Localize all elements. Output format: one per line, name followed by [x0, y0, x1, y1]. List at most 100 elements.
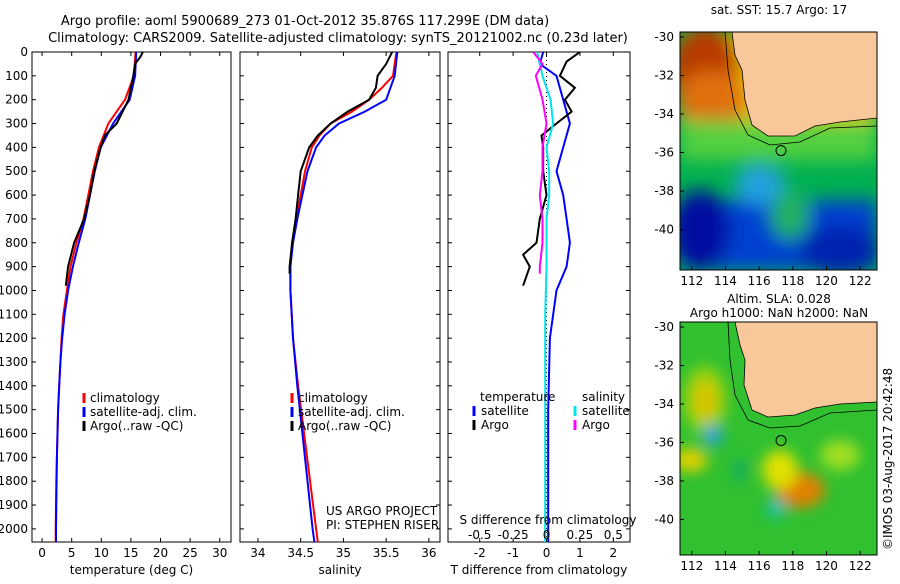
y-tick-label: 1300	[0, 355, 28, 369]
map-lat-label: -38	[654, 184, 674, 198]
x-tick-label: -2	[474, 546, 486, 560]
map-lat-label: -30	[654, 320, 674, 334]
project-annotation: PI: STEPHEN RISER	[326, 518, 439, 532]
title-line-2: Climatology: CARS2009. Satellite-adjuste…	[48, 31, 628, 46]
land-mass	[731, 32, 877, 137]
series-line-salinity-argo	[532, 52, 548, 274]
sla-map-title-1: Altim. SLA: 0.028	[727, 292, 831, 306]
s-tick-label: 0.5	[604, 528, 623, 542]
legend-header-temperature: temperature	[480, 390, 555, 404]
map-lon-label: 116	[748, 274, 771, 288]
y-tick-label: 0	[20, 45, 28, 59]
series-line-temperature-argo	[521, 52, 581, 287]
title-line-1: Argo profile: aoml 5900689_273 01-Oct-20…	[61, 14, 549, 29]
plot-frame	[239, 51, 441, 543]
x-tick-label: 34	[250, 546, 265, 560]
map-lon-label: 122	[849, 559, 872, 573]
map-lat-label: -36	[654, 435, 674, 449]
y-tick-label: 1800	[0, 474, 28, 488]
y-tick-label: 400	[5, 140, 28, 154]
series-group	[288, 52, 399, 542]
isobath	[727, 322, 877, 429]
x-axis-label: temperature (deg C)	[70, 563, 193, 577]
map-lat-label: -32	[654, 69, 674, 83]
map-lon-label: 118	[781, 559, 804, 573]
y-tick-label: 300	[5, 117, 28, 131]
y-tick-label: 1500	[0, 403, 28, 417]
map-lat-label: -30	[654, 30, 674, 44]
legend-entry: satellite-adj. clim.	[298, 405, 405, 419]
x-tick-label: 5	[68, 546, 76, 560]
s-tick-label: -0.25	[498, 528, 529, 542]
map-lat-label: -36	[654, 146, 674, 160]
series-line-argo-raw-qc-	[288, 52, 393, 274]
series-line-argo-raw-qc-	[64, 52, 144, 286]
isobath	[724, 32, 877, 146]
y-tick-label: 1900	[0, 498, 28, 512]
map-lat-label: -32	[654, 358, 674, 372]
y-tick-label: 600	[5, 188, 28, 202]
x-tick-label: 34.5	[287, 546, 314, 560]
salinity-panel: 34 34.5 35 35.5 36 salinity climatologysatelli…	[239, 51, 441, 577]
series-group	[54, 52, 144, 542]
y-tick-label: 100	[5, 69, 28, 83]
x-tick-label: 0	[543, 546, 551, 560]
map-lat-label: -34	[654, 397, 674, 411]
sst-map-title: sat. SST: 15.7 Argo: 17	[711, 3, 848, 17]
argo-location-marker	[775, 435, 787, 447]
land-mass	[734, 322, 877, 418]
x-tick-label: 0	[38, 546, 46, 560]
plot-frame	[31, 51, 232, 543]
y-tick-label: 1000	[0, 283, 28, 297]
x-tick-label: 1	[576, 546, 584, 560]
y-tick-label: 1400	[0, 379, 28, 393]
x-axis-label: salinity	[318, 563, 361, 577]
map-lon-label: 122	[849, 274, 872, 288]
legend-header-salinity: salinity	[582, 390, 625, 404]
map-lat-label: -38	[654, 474, 674, 488]
sla-map	[680, 322, 877, 555]
y-tick-label: 1600	[0, 427, 28, 441]
x-tick-label: 20	[153, 546, 168, 560]
temperature-panel: 0 5 10 15 20 25 30 temperature (deg C) 0 100 200 30…	[0, 45, 232, 577]
x-axis-label: T difference from climatology	[450, 563, 628, 577]
s-tick-label: -0.5	[468, 528, 491, 542]
y-tick-label: 1700	[0, 450, 28, 464]
map-lon-label: 120	[815, 274, 838, 288]
map-lon-label: 112	[680, 559, 703, 573]
series-line-salinity-satellite	[536, 52, 555, 542]
series-line-satellite-adj-clim-	[289, 52, 399, 542]
map-lat-label: -34	[654, 107, 674, 121]
legend-entry: Argo(..raw -QC)	[90, 419, 183, 433]
x-tick-label: 30	[212, 546, 227, 560]
sla-map-title-2: Argo h1000: NaN h2000: NaN	[690, 306, 868, 320]
legend-entry: satellite	[481, 404, 529, 418]
project-annotation: US ARGO PROJECT	[326, 504, 438, 518]
series-line-temperature-satellite	[538, 52, 571, 542]
x-tick-label: 35	[336, 546, 351, 560]
y-tick-label: 500	[5, 164, 28, 178]
x-tick-label: 10	[94, 546, 109, 560]
x-tick-label: 36	[421, 546, 436, 560]
legend-entry: satellite	[582, 404, 630, 418]
x-tick-label: 35.5	[373, 546, 400, 560]
imos-credit: ©IMOS 03-Aug-2017 20:42:48	[881, 368, 895, 550]
s-tick-label: 0	[543, 528, 551, 542]
y-tick-label: 900	[5, 260, 28, 274]
legend-entry: climatology	[298, 391, 368, 405]
legend-entry: Argo	[481, 418, 509, 432]
y-tick-label: 700	[5, 212, 28, 226]
map-lon-label: 120	[815, 559, 838, 573]
legend-entry: Argo(..raw -QC)	[298, 419, 391, 433]
legend-entry: Argo	[582, 418, 610, 432]
x-tick-label: -1	[507, 546, 519, 560]
x-tick-label: 2	[609, 546, 617, 560]
s-axis-label: S difference from climatology	[460, 513, 637, 527]
map-lon-label: 118	[781, 274, 804, 288]
series-line-satellite-adj-clim-	[55, 52, 138, 542]
plot-frame	[447, 51, 631, 543]
y-tick-label: 1100	[0, 307, 28, 321]
y-tick-label: 800	[5, 236, 28, 250]
map-lon-label: 114	[714, 274, 737, 288]
